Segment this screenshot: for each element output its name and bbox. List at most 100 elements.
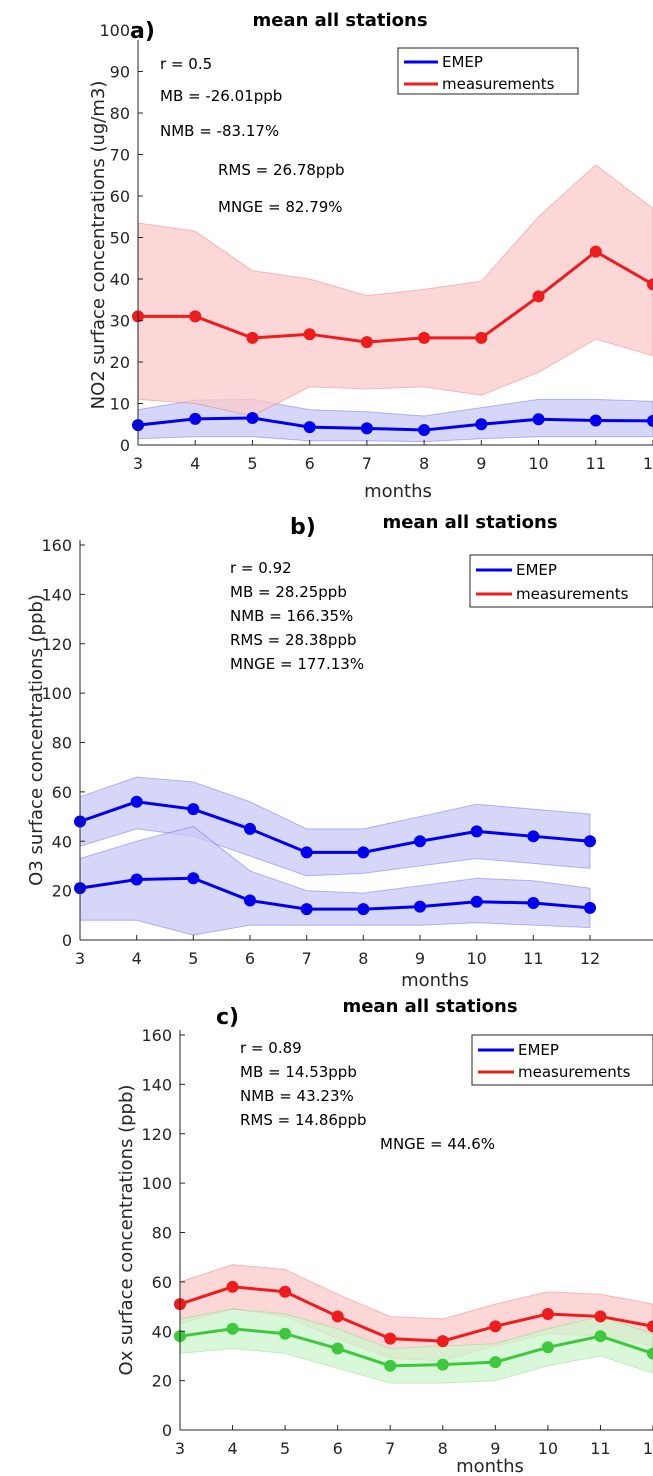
legend-box (397, 47, 579, 95)
x-tick-label: 9 (415, 949, 425, 968)
x-tick-label: 11 (590, 1439, 610, 1458)
data-point (189, 310, 202, 323)
data-point (331, 1342, 344, 1355)
y-tick-label: 40 (52, 832, 72, 851)
x-tick-label: 5 (280, 1439, 290, 1458)
y-tick-label: 80 (110, 104, 130, 123)
x-tick-label: 3 (75, 949, 85, 968)
data-point (532, 290, 545, 303)
y-tick-label: 0 (120, 436, 130, 455)
series-layer (74, 795, 596, 916)
chart-b-svg: 0 20 40 60 80 100 120 140 160 3 4 5 6 7 8 9 10 11 12 b) me… (26, 512, 653, 990)
panel-letter: c) (216, 1005, 239, 1030)
data-point (527, 896, 540, 909)
data-point (541, 1341, 554, 1354)
data-point (489, 1320, 502, 1333)
data-point (357, 846, 370, 859)
chart-panel-c: 0 20 40 60 80 100 120 140 160 3 4 5 6 7 8 9 10 11 12 c) me… (0, 990, 653, 1476)
series-band (179, 1308, 653, 1384)
stat-r: r = 0.89 (240, 1039, 302, 1057)
data-point (331, 1310, 344, 1323)
data-point (279, 1327, 292, 1340)
chart-c-svg: 0 20 40 60 80 100 120 140 160 3 4 5 6 7 8 9 10 11 12 c) me… (116, 996, 653, 1476)
x-axis-label: months (456, 1456, 524, 1476)
x-tick-label: 6 (305, 454, 315, 473)
tick-layer: 0 20 40 60 80 100 120 140 160 3 4 5 6 7 8 9 10 11 12 (41, 536, 600, 968)
y-tick-label: 120 (141, 1125, 172, 1144)
y-tick-label: 100 (99, 21, 130, 40)
data-point (357, 903, 370, 916)
data-point (187, 803, 200, 816)
y-tick-label: 20 (152, 1372, 172, 1391)
data-point (589, 245, 602, 258)
data-point (226, 1280, 239, 1293)
y-tick-label: 80 (52, 734, 72, 753)
x-tick-label: 9 (490, 1439, 500, 1458)
stat-mb: MB = 28.25ppb (230, 583, 347, 601)
data-point (360, 336, 373, 349)
x-tick-label: 8 (358, 949, 368, 968)
band-layer (137, 164, 653, 443)
y-tick-label: 160 (41, 536, 72, 555)
stat-mnge: MNGE = 177.13% (230, 655, 364, 673)
chart-title: mean all stations (382, 512, 557, 533)
band-layer (179, 1264, 653, 1384)
data-point (360, 422, 373, 435)
data-point (436, 1335, 449, 1348)
y-tick-label: 0 (162, 1421, 172, 1440)
data-point (414, 835, 426, 848)
x-tick-label: 12 (643, 454, 653, 473)
x-tick-label: 10 (466, 949, 486, 968)
y-tick-label: 90 (110, 63, 130, 82)
x-tick-label: 11 (523, 949, 543, 968)
data-point (527, 830, 540, 843)
y-tick-label: 20 (52, 882, 72, 901)
stat-rms: RMS = 14.86ppb (240, 1111, 367, 1129)
chart-panel-b: 0 20 40 60 80 100 120 140 160 3 4 5 6 7 8 9 10 11 12 b) me… (0, 500, 653, 990)
y-tick-label: 70 (110, 146, 130, 165)
chart-panel-a: 0 10 20 30 40 50 60 70 80 90 100 3 4 5 6 7 8 9 10 11 12 a) m… (0, 0, 653, 500)
legend: EMEP measurements (471, 1034, 653, 1086)
data-point (414, 900, 426, 913)
data-point (647, 278, 653, 291)
stat-mb: MB = 14.53ppb (240, 1063, 357, 1081)
x-tick-label: 11 (586, 454, 606, 473)
x-tick-label: 4 (227, 1439, 237, 1458)
stat-r: r = 0.5 (160, 55, 212, 73)
y-tick-label: 40 (152, 1322, 172, 1341)
data-point (594, 1310, 607, 1323)
y-tick-label: 140 (141, 1075, 172, 1094)
data-point (300, 846, 313, 859)
legend-label-emep: EMEP (518, 1041, 559, 1059)
x-axis-label: months (364, 481, 432, 500)
stat-mnge: MNGE = 82.79% (218, 198, 343, 216)
stat-nmb: NMB = 166.35% (230, 607, 353, 625)
data-point (418, 331, 431, 344)
y-tick-label: 10 (110, 395, 130, 414)
data-point (475, 418, 488, 431)
tick-layer: 0 20 40 60 80 100 120 140 160 3 4 5 6 7 8 9 10 11 12 (141, 1026, 653, 1458)
stat-rms: RMS = 28.38ppb (230, 631, 357, 649)
y-tick-label: 60 (52, 783, 72, 802)
data-point (187, 872, 200, 885)
data-point (279, 1285, 292, 1298)
x-tick-label: 8 (419, 454, 429, 473)
data-point (384, 1359, 397, 1372)
data-point (244, 894, 256, 907)
series-line (179, 1285, 653, 1343)
data-point (246, 331, 259, 344)
data-point (244, 822, 256, 835)
y-axis-label: NO2 surface concentrations (ug/m3) (88, 81, 109, 410)
legend: EMEP measurements (469, 554, 653, 608)
x-tick-label: 5 (247, 454, 257, 473)
x-tick-label: 3 (133, 454, 143, 473)
series-line (138, 249, 653, 344)
chart-title: mean all stations (252, 10, 427, 31)
y-tick-label: 100 (41, 684, 72, 703)
panel-letter: b) (290, 515, 316, 540)
x-tick-label: 10 (538, 1439, 558, 1458)
x-tick-label: 5 (188, 949, 198, 968)
x-tick-label: 12 (580, 949, 600, 968)
data-point (300, 903, 313, 916)
series-band (137, 398, 653, 443)
